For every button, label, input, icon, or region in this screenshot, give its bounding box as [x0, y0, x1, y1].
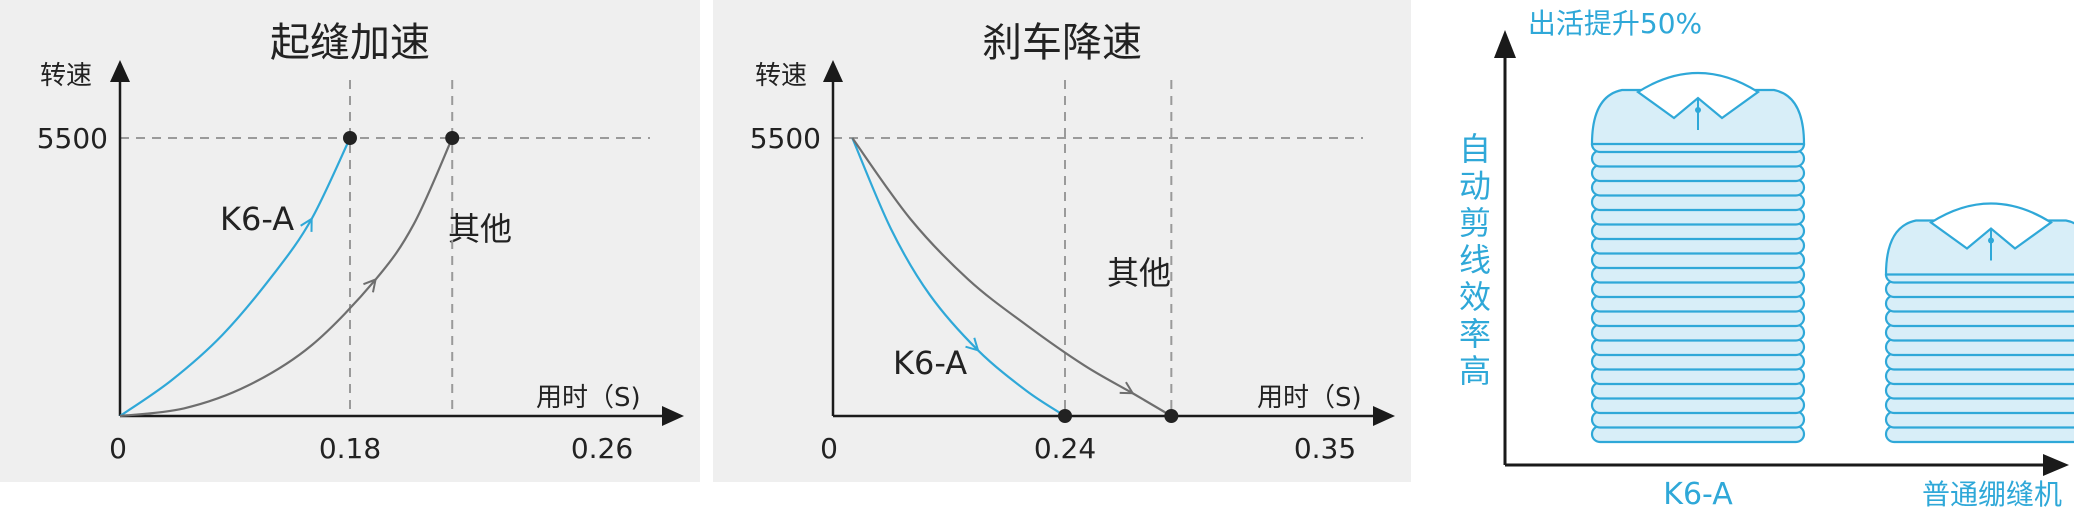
- series-label-other: 其他: [448, 210, 512, 248]
- shirt-button-icon: [1988, 237, 1994, 244]
- vertical-label-char: 高: [1459, 352, 1491, 390]
- chart-title: 起缝加速: [270, 20, 430, 66]
- x-tick-label: 0.26: [571, 432, 633, 465]
- series-arrow-other-icon: [363, 277, 377, 293]
- acceleration-chart: 起缝加速 转速 用时（S) 5500 0 0.18 0.26 K6-A 其他: [37, 20, 684, 465]
- series-line-k6a: [851, 137, 1066, 417]
- shirt-stack-k6a: [1590, 71, 1806, 444]
- category-label-k6a: K6-A: [1663, 477, 1733, 507]
- deceleration-chart: 刹车降速 转速 用时（S) 5500 0 0.24 0.35 K6-A 其他: [750, 20, 1395, 465]
- y-axis-label: 转速: [755, 61, 807, 91]
- vertical-label-char: 动: [1459, 167, 1491, 205]
- x-tick-label: 0.24: [1034, 432, 1096, 465]
- vertical-label-char: 效: [1459, 278, 1491, 316]
- acceleration-chart-panel: 起缝加速 转速 用时（S) 5500 0 0.18 0.26 K6-A 其他: [0, 0, 700, 482]
- vertical-label-char: 线: [1459, 241, 1491, 279]
- series-arrow-k6a-icon: [300, 217, 313, 232]
- series-line-k6a: [119, 137, 351, 417]
- category-label-ordinary: 普通绷缝机: [1922, 478, 2062, 507]
- data-point-marker: [343, 131, 357, 145]
- vertical-label-char: 剪: [1459, 204, 1491, 242]
- series-label-k6a: K6-A: [220, 200, 294, 238]
- x-axis-arrow-icon: [662, 406, 684, 426]
- y-axis-arrow-icon: [110, 60, 130, 82]
- chart-title: 刹车降速: [982, 20, 1142, 66]
- x-tick-label: 0: [820, 432, 838, 465]
- x-axis-arrow-icon: [2043, 454, 2069, 476]
- series-label-k6a: K6-A: [893, 344, 967, 382]
- data-point-marker: [1058, 409, 1072, 423]
- y-tick-label: 5500: [37, 122, 108, 155]
- x-tick-label: 0: [109, 432, 127, 465]
- y-axis-arrow-icon: [823, 60, 843, 82]
- data-point-marker: [445, 131, 460, 145]
- vertical-label-char: 率: [1459, 315, 1491, 353]
- series-arrow-k6a-icon: [965, 337, 980, 352]
- y-axis-arrow-icon: [1494, 30, 1516, 58]
- data-point-marker: [1164, 409, 1179, 423]
- x-tick-label: 0.18: [319, 432, 381, 465]
- y-axis-label: 转速: [40, 61, 92, 91]
- shirt-collar-icon: [1636, 71, 1760, 120]
- series-line-other: [119, 137, 454, 418]
- shirt-button-icon: [1695, 107, 1701, 113]
- x-axis-label: 用时（S): [536, 383, 641, 413]
- y-tick-label: 5500: [750, 122, 821, 155]
- deceleration-chart-panel: 刹车降速 转速 用时（S) 5500 0 0.24 0.35 K6-A 其他: [713, 0, 1411, 482]
- series-label-other: 其他: [1107, 254, 1171, 292]
- x-axis-label: 用时（S): [1257, 383, 1362, 413]
- series-arrow-other-icon: [1119, 381, 1135, 395]
- shirt-stack-ordinary: [1884, 202, 2074, 444]
- x-axis-arrow-icon: [1373, 406, 1395, 426]
- x-tick-label: 0.35: [1294, 432, 1356, 465]
- vertical-label-char: 自: [1459, 130, 1491, 168]
- shirt-collar-icon: [1929, 202, 2053, 250]
- efficiency-callout: 出活提升50%: [1528, 7, 1702, 40]
- efficiency-comparison-panel: 出活提升50% 自动剪线效率高 K6-A 普通绷缝机: [1425, 0, 2074, 507]
